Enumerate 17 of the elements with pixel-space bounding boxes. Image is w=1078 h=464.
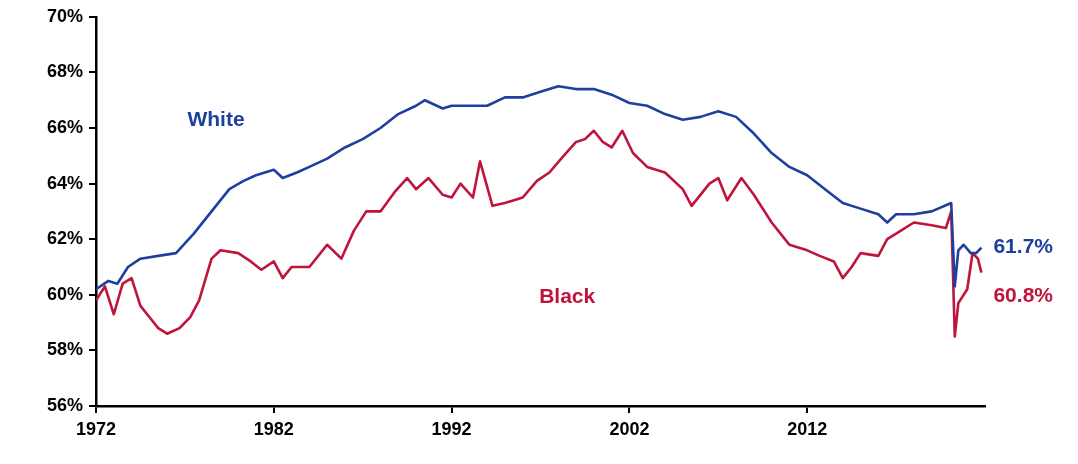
y-tick-label: 70% <box>46 5 83 26</box>
annotation: 60.8% <box>993 283 1054 307</box>
y-tick-label: 58% <box>46 339 83 360</box>
text: White <box>187 106 245 130</box>
y-tick-label: 66% <box>46 116 83 137</box>
y-tick-label: 56% <box>46 394 83 415</box>
text: Black <box>539 283 596 307</box>
x-tick-label: 1972 <box>75 418 117 439</box>
y-tick-label: 60% <box>46 283 83 304</box>
x-tick-label: 1982 <box>253 418 294 439</box>
x-tick-label: 2012 <box>787 418 828 439</box>
y-tick-label: 68% <box>46 61 83 82</box>
x-tick-label: 1992 <box>431 418 472 439</box>
annotation: 61.7% <box>993 234 1054 258</box>
y-tick-label: 62% <box>46 228 83 249</box>
y-tick-label: 64% <box>46 172 83 193</box>
x-tick-label: 2002 <box>609 418 650 439</box>
